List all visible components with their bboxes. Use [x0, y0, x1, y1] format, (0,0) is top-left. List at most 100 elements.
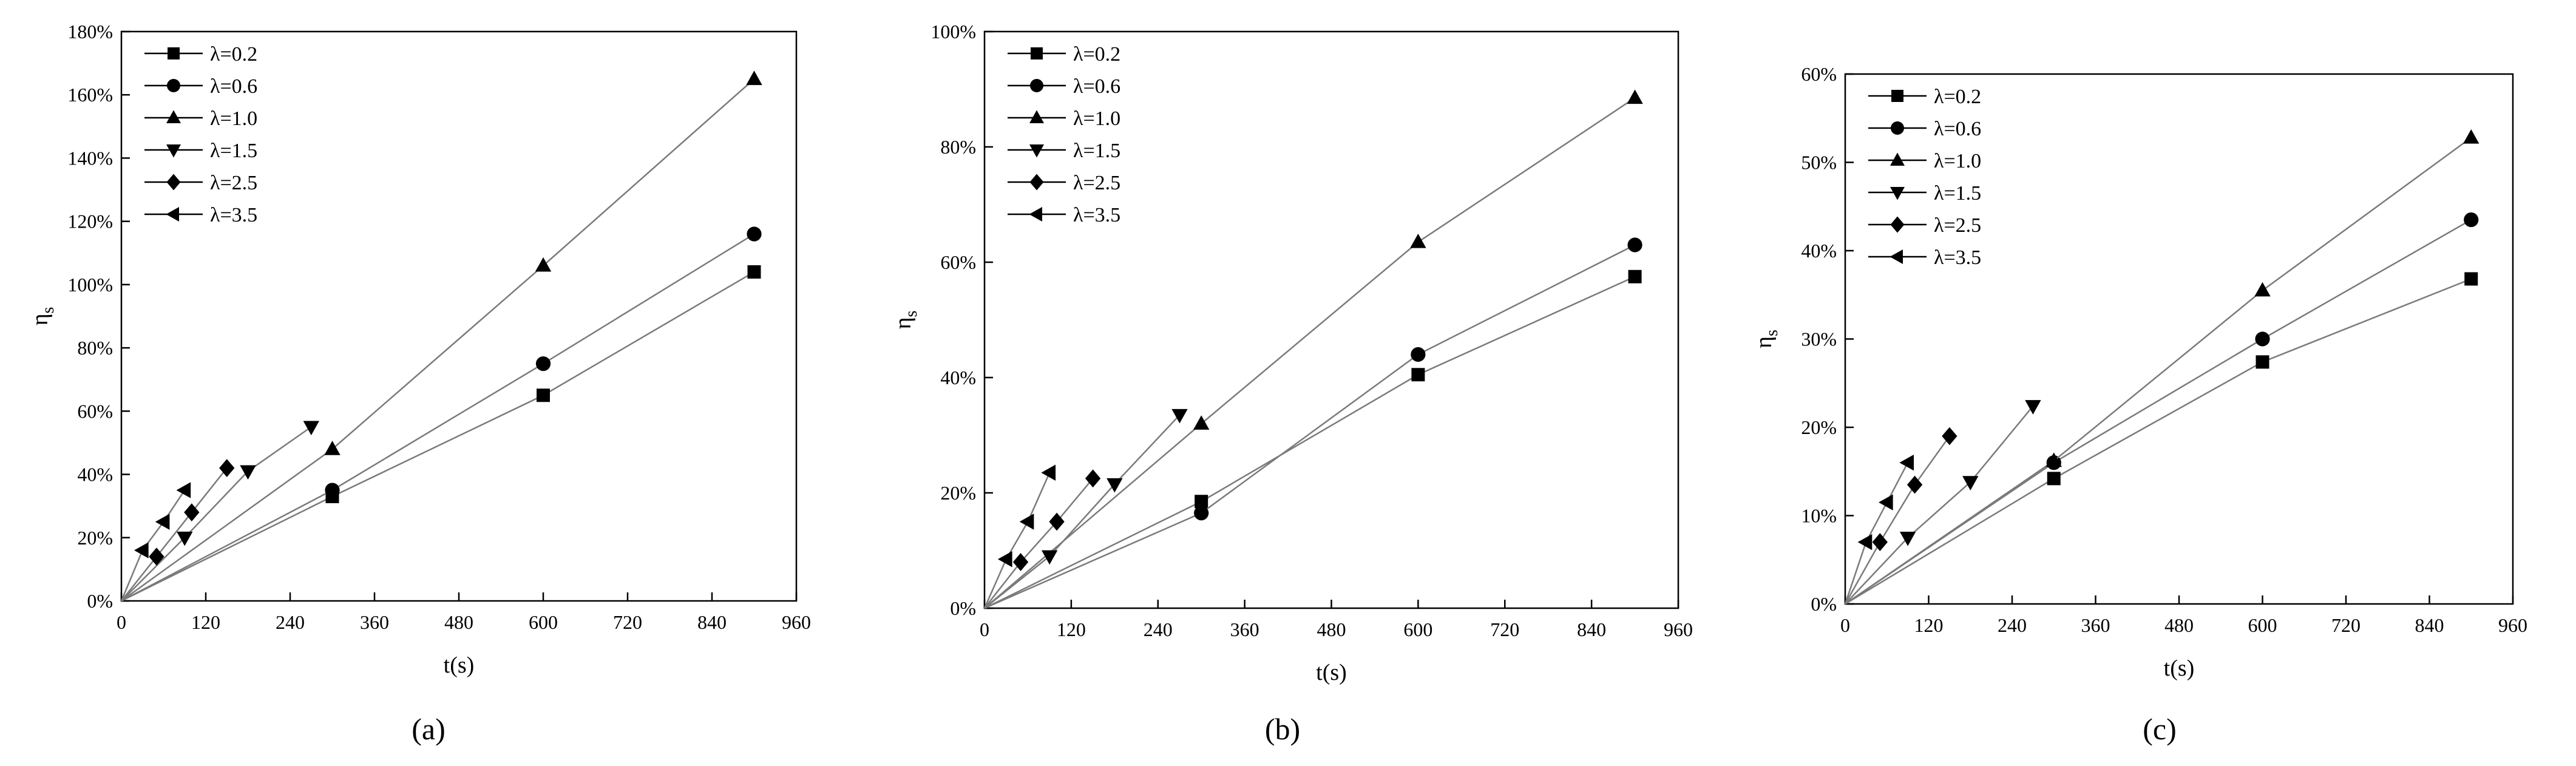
data-point: [1907, 475, 1923, 494]
series-circle: [984, 237, 1642, 609]
data-point: [1857, 534, 1873, 551]
series-line: [1845, 405, 2034, 605]
legend-marker: [1029, 174, 1044, 191]
y-tick-label: 0%: [1811, 593, 1837, 615]
data-point: [1107, 478, 1123, 493]
legend-label: λ=0.6: [1073, 75, 1120, 98]
y-tick-label: 0%: [87, 590, 113, 612]
data-point: [1019, 513, 1034, 530]
legend: λ=0.2 λ=0.6 λ=1.0 λ=1.5 λ=2.5 λ=3.5: [1868, 86, 1981, 269]
legend-label: λ=0.6: [210, 75, 257, 98]
data-point: [177, 531, 193, 546]
series-triangle-left: [1844, 455, 1914, 605]
series-line: [984, 478, 1094, 609]
series-line: [120, 489, 186, 602]
data-point: [1962, 476, 1979, 490]
data-point: [1410, 234, 1426, 248]
data-point: [1085, 469, 1101, 488]
data-point: [149, 547, 164, 566]
x-tick-label: 960: [2498, 614, 2527, 636]
x-axis-label: t(s): [2164, 656, 2195, 681]
x-tick-label: 600: [529, 611, 558, 633]
legend-label: λ=0.2: [1934, 86, 1981, 108]
series-line: [984, 414, 1181, 609]
x-tick-label: 480: [444, 611, 473, 633]
data-point: [1411, 347, 1426, 362]
y-tick-label: 80%: [940, 136, 976, 158]
legend-label: λ=3.5: [1073, 204, 1120, 226]
y-tick-label: 60%: [77, 400, 113, 422]
data-point: [2463, 129, 2479, 144]
chart-panel-3: 0 120 240 360 480 600 720 840 960 0% 10% 20% 30% 40% 5…: [1751, 63, 2527, 681]
data-point: [134, 542, 149, 558]
legend-marker: [1030, 79, 1043, 92]
y-tick-label: 0%: [950, 597, 976, 619]
data-point: [2464, 272, 2478, 286]
x-tick-label: 120: [191, 611, 220, 633]
x-tick-label: 360: [1230, 619, 1259, 640]
data-point: [1041, 464, 1056, 481]
y-axis-label: ηs: [890, 311, 921, 330]
y-tick-label: 50%: [1801, 152, 1837, 174]
series-diamond: [121, 459, 235, 602]
y-axis-label-symbol: η: [27, 314, 53, 326]
y-tick-label: 140%: [67, 147, 113, 169]
legend-label: λ=3.5: [1934, 246, 1981, 269]
series-line: [121, 233, 755, 602]
data-point: [747, 226, 762, 242]
y-tick-label: 10%: [1801, 505, 1837, 527]
y-axis-label-symbol: η: [1751, 336, 1777, 348]
series-line: [121, 426, 312, 602]
data-point: [2025, 400, 2041, 415]
legend-marker: [1029, 110, 1044, 123]
x-tick-label: 840: [1577, 619, 1606, 640]
legend-label: λ=1.5: [1073, 140, 1120, 162]
x-tick-label: 0: [1840, 614, 1850, 636]
x-tick-label: 480: [2164, 614, 2194, 636]
chart-panel-2: 0 120 240 360 480 600 720 840 960 0% 20% 40% 60% 80% 1…: [890, 21, 1693, 685]
y-tick-label: 120%: [67, 211, 113, 232]
series-line: [1845, 219, 2472, 605]
data-point: [176, 482, 191, 498]
data-point: [1171, 408, 1188, 424]
x-tick-label: 0: [117, 611, 126, 633]
legend-label: λ=1.5: [1934, 182, 1981, 205]
legend-label: λ=0.2: [1073, 43, 1120, 66]
x-tick-label: 600: [1403, 619, 1432, 640]
data-point: [2047, 472, 2061, 486]
data-point: [1899, 455, 1914, 471]
legend-label: λ=0.6: [1934, 118, 1981, 140]
series-triangle-left: [983, 464, 1056, 609]
x-tick-label: 840: [2415, 614, 2444, 636]
legend-label: λ=1.0: [1073, 107, 1120, 130]
data-point: [184, 503, 200, 521]
y-axis-label: ηs: [27, 307, 58, 326]
legend-label: λ=2.5: [210, 172, 257, 194]
data-point: [1195, 495, 1208, 509]
x-tick-label: 720: [2331, 614, 2361, 636]
data-point: [219, 459, 235, 477]
y-tick-label: 30%: [1801, 328, 1837, 350]
series-line: [983, 472, 1051, 609]
series-triangle-up: [121, 70, 762, 602]
y-tick-label: 100%: [930, 21, 976, 42]
data-point: [1872, 533, 1888, 551]
x-tick-label: 480: [1317, 619, 1346, 640]
legend-marker: [1891, 121, 1904, 135]
y-tick-label: 160%: [67, 84, 113, 106]
series-line: [984, 97, 1636, 609]
legend-marker: [166, 144, 181, 158]
series-line: [984, 276, 1636, 609]
legend-label: λ=0.2: [210, 43, 257, 66]
x-axis-label: t(s): [444, 652, 475, 678]
data-point: [1879, 494, 1893, 510]
x-tick-label: 240: [1144, 619, 1173, 640]
y-axis-label-subscript: s: [1763, 330, 1781, 336]
legend-label: λ=1.0: [210, 107, 257, 130]
data-point: [1899, 531, 1916, 546]
data-point: [325, 483, 340, 498]
legend-marker: [1029, 144, 1044, 158]
data-point: [997, 551, 1012, 568]
legend-marker: [1890, 187, 1905, 200]
